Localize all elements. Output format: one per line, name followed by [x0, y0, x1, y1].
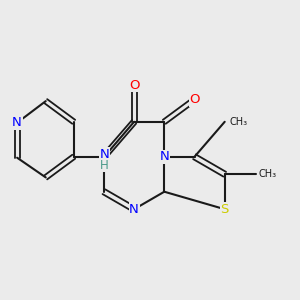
- Text: O: O: [129, 79, 140, 92]
- Text: H: H: [100, 159, 109, 172]
- Text: CH₃: CH₃: [259, 169, 277, 179]
- Text: CH₃: CH₃: [230, 117, 248, 127]
- Text: N: N: [99, 148, 109, 160]
- Text: S: S: [220, 203, 229, 216]
- Text: O: O: [189, 93, 200, 106]
- Text: N: N: [159, 150, 169, 163]
- Text: N: N: [129, 203, 139, 216]
- Text: N: N: [12, 116, 22, 129]
